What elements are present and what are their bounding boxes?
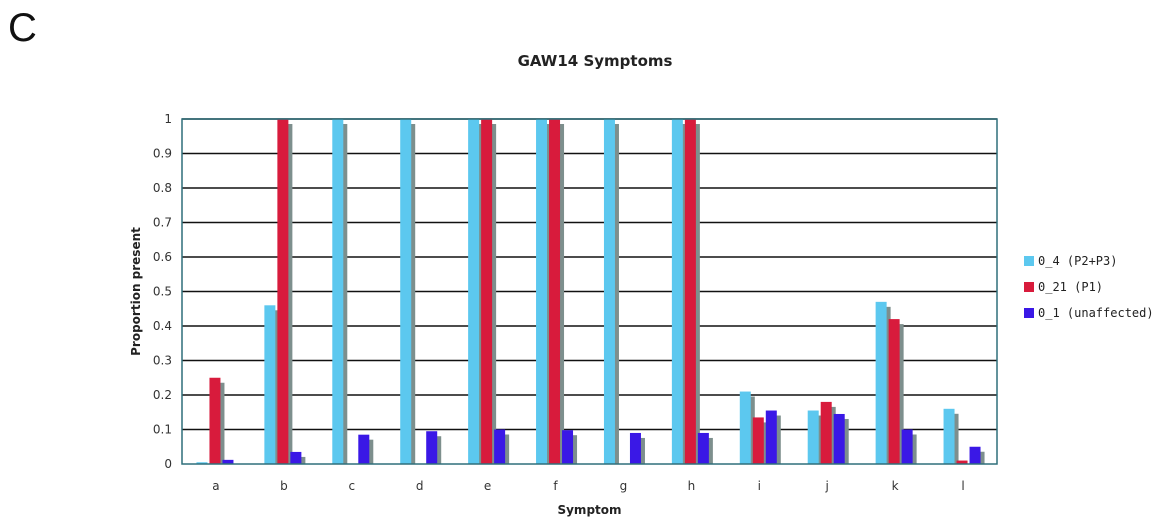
x-tick-label: a <box>212 479 219 493</box>
legend-swatch <box>1024 282 1034 292</box>
bar <box>969 446 981 464</box>
bar <box>956 460 968 464</box>
bars <box>196 119 985 464</box>
bar <box>671 119 683 464</box>
y-axis-title: Proportion present <box>129 227 143 356</box>
bar <box>332 119 344 464</box>
y-tick-label: 0.8 <box>153 181 172 195</box>
x-tick-label: g <box>620 479 628 493</box>
y-tick-label: 0.1 <box>153 423 172 437</box>
x-axis-title: Symptom <box>557 503 621 517</box>
bar <box>549 119 561 464</box>
x-tick-label: b <box>280 479 288 493</box>
bar <box>603 119 615 464</box>
y-tick-label: 0.4 <box>153 319 172 333</box>
y-tick-label: 1 <box>164 112 172 126</box>
bar <box>536 119 548 464</box>
y-tick-label: 0.7 <box>153 216 172 230</box>
y-tick-label: 0.2 <box>153 388 172 402</box>
y-tick-labels: 0 0.1 0.2 0.3 0.4 0.5 0.6 0.7 0.8 0.9 1 <box>153 112 172 471</box>
legend-label: 0_1 (unaffected) <box>1038 306 1154 320</box>
x-tick-label: l <box>961 479 964 493</box>
x-tick-label: j <box>825 479 829 493</box>
bar <box>426 431 438 464</box>
x-tick-label: d <box>416 479 424 493</box>
y-tick-label: 0.9 <box>153 147 172 161</box>
panel-label: C <box>8 6 37 50</box>
bar <box>290 451 302 464</box>
bar <box>222 459 234 464</box>
bar <box>901 429 913 464</box>
bar <box>807 410 819 464</box>
x-tick-label: h <box>688 479 696 493</box>
bar <box>943 408 955 464</box>
legend-swatch <box>1024 256 1034 266</box>
bar <box>752 417 764 464</box>
y-tick-label: 0 <box>164 457 172 471</box>
legend-swatch <box>1024 308 1034 318</box>
y-tick-label: 0.3 <box>153 354 172 368</box>
bar <box>820 401 832 464</box>
plot-area <box>181 118 998 465</box>
x-tick-labels: a b c d e f g h i j k l <box>212 479 964 493</box>
legend-label: 0_4 (P2+P3) <box>1038 254 1117 268</box>
bar <box>629 432 641 464</box>
bar <box>468 119 480 464</box>
y-tick-label: 0.5 <box>153 285 172 299</box>
y-tick-label: 0.6 <box>153 250 172 264</box>
bar <box>358 434 370 464</box>
legend-label: 0_21 (P1) <box>1038 280 1103 294</box>
bar <box>888 319 900 464</box>
bar <box>277 119 289 464</box>
bar <box>684 119 696 464</box>
bar <box>562 430 574 464</box>
bar <box>209 377 221 464</box>
bar <box>833 413 845 464</box>
bar <box>196 462 208 464</box>
bar <box>264 305 276 464</box>
bar <box>697 432 709 464</box>
x-tick-label: k <box>892 479 899 493</box>
chart-title: GAW14 Symptoms <box>518 52 673 70</box>
gridlines <box>182 118 997 431</box>
bar <box>765 410 777 464</box>
x-tick-label: e <box>484 479 491 493</box>
legend: 0_4 (P2+P3) 0_21 (P1) 0_1 (unaffected) <box>1024 254 1154 320</box>
bar <box>739 391 751 464</box>
bar <box>481 119 493 464</box>
x-tick-label: c <box>348 479 355 493</box>
bar <box>494 429 506 464</box>
x-tick-label: i <box>758 479 761 493</box>
bar <box>400 119 412 464</box>
bar <box>875 301 887 464</box>
x-tick-label: f <box>553 479 558 493</box>
